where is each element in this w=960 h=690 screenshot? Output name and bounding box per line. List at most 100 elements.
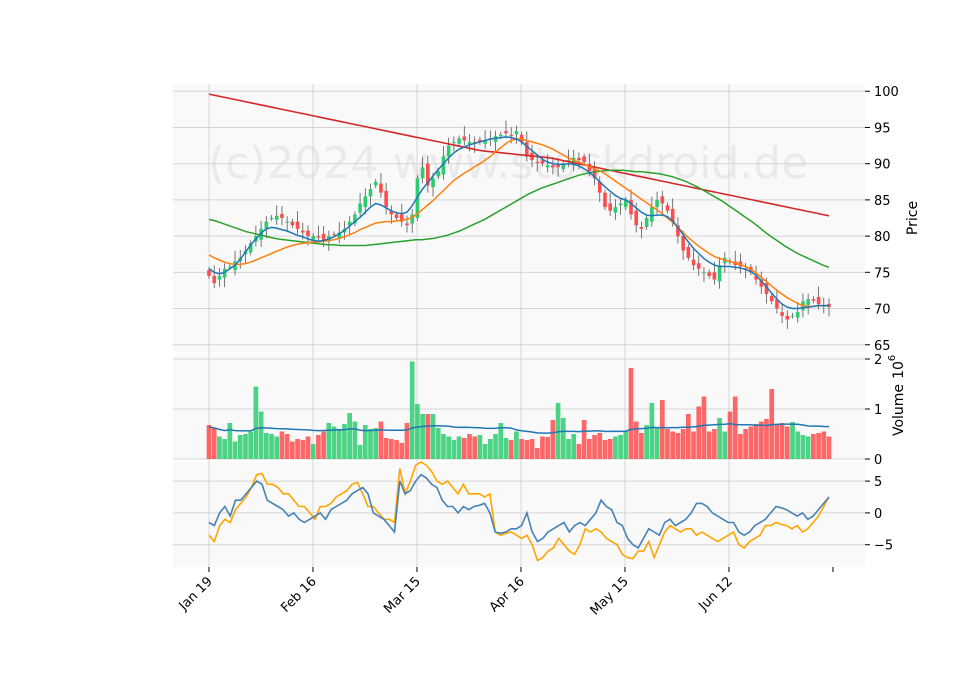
candle-body-96	[707, 272, 711, 276]
candle-body-80	[624, 199, 628, 208]
ma-mid-line	[208, 138, 829, 308]
volume-bar-21	[316, 435, 321, 459]
price-panel	[173, 84, 865, 352]
candle-body-115	[806, 299, 810, 305]
candle-body-110	[780, 312, 784, 316]
volume-bar-85	[649, 403, 655, 459]
candle-body-107	[764, 283, 769, 295]
ma-long-line	[208, 93, 830, 217]
candle-body-32	[373, 181, 378, 186]
candle-body-86	[655, 199, 659, 208]
candle-body-88	[665, 205, 670, 211]
volume-bar-17	[295, 439, 300, 459]
ma-fast-line	[208, 136, 829, 310]
volume-bar-38	[404, 423, 410, 459]
candle-body-73	[587, 164, 592, 171]
candle-body-24	[332, 234, 336, 236]
candle-body-64	[540, 160, 545, 164]
volume-bar-50	[467, 434, 472, 459]
volume-bar-69	[566, 439, 571, 459]
volume-bar-29	[357, 445, 363, 459]
candle-body-8	[248, 243, 253, 253]
volume-bar-78	[613, 436, 618, 459]
volume-bar-9	[253, 386, 259, 459]
candle-body-20	[311, 236, 316, 240]
watermark: (c)2024 www.stockdroid.de	[208, 138, 808, 189]
volume-tick-label-0: 0	[874, 453, 882, 468]
volume-bar-116	[811, 434, 816, 459]
volume-bar-5	[232, 441, 238, 459]
volume-bar-119	[826, 436, 832, 459]
volume-bar-6	[237, 435, 243, 459]
volume-bar-113	[795, 431, 801, 459]
volume-average-line	[208, 423, 830, 434]
volume-bar-60	[519, 439, 524, 459]
candle-body-116	[811, 299, 816, 301]
volume-bars	[206, 361, 832, 459]
volume-bar-92	[685, 414, 691, 459]
osc-tick-label-1: 0	[874, 507, 882, 522]
candle-body-106	[759, 279, 764, 287]
volume-bar-46	[446, 436, 452, 459]
volume-bar-49	[461, 438, 467, 459]
volume-bar-103	[743, 429, 748, 459]
volume-bar-81	[628, 368, 634, 459]
candle-body-14	[280, 214, 284, 218]
volume-bar-82	[633, 421, 639, 459]
x-tick-label-0: Jan 19	[176, 574, 216, 614]
volume-bar-75	[597, 433, 603, 459]
candle-body-45	[441, 156, 446, 175]
candle-body-18	[300, 230, 305, 233]
x-tick-label-4: May 15	[588, 574, 632, 618]
candle-body-112	[790, 315, 795, 317]
volume-bar-58	[508, 440, 514, 459]
volume-bar-26	[342, 424, 347, 459]
volume-bar-56	[498, 423, 504, 459]
volume-bar-99	[722, 431, 728, 459]
moving-average-lines	[208, 93, 830, 310]
candle-body-81	[629, 199, 633, 215]
candle-body-31	[368, 189, 373, 197]
volume-bar-111	[784, 426, 790, 459]
candle-body-78	[613, 207, 618, 213]
candle-body-87	[660, 196, 665, 204]
volume-bar-31	[368, 429, 373, 459]
volume-bar-53	[482, 444, 488, 459]
volume-bar-88	[665, 429, 670, 459]
volume-bar-118	[821, 431, 827, 459]
volume-bar-64	[540, 436, 545, 459]
volume-bar-80	[623, 431, 629, 459]
volume-scale-exponent: 6	[887, 355, 898, 361]
volume-bar-52	[477, 435, 483, 459]
price-tick-label-5: 90	[874, 158, 891, 173]
volume-bar-77	[607, 439, 613, 459]
volume-bar-65	[545, 437, 550, 459]
candle-body-85	[650, 207, 654, 222]
volume-bar-4	[227, 423, 233, 459]
volume-bar-112	[790, 422, 795, 459]
volume-bar-40	[415, 404, 420, 459]
volume-bar-1	[211, 428, 217, 459]
candle-body-59	[514, 131, 519, 135]
candle-body-117	[816, 296, 821, 305]
candle-body-15	[285, 221, 289, 223]
candle-body-44	[436, 170, 441, 177]
volume-bar-90	[675, 433, 681, 459]
volume-bar-37	[399, 443, 405, 459]
volume-bar-117	[816, 433, 821, 459]
x-tick-label-2: Mar 15	[381, 574, 424, 617]
candle-body-43	[431, 178, 435, 188]
candle-body-97	[712, 272, 717, 280]
volume-bar-13	[274, 436, 280, 459]
candle-body-67	[556, 163, 560, 168]
volume-bar-11	[263, 433, 269, 459]
candle-body-113	[795, 312, 800, 318]
candle-body-36	[394, 214, 399, 218]
candle-body-94	[696, 263, 701, 269]
volume-bar-79	[618, 435, 623, 459]
candle-body-42	[426, 163, 430, 186]
candle-body-22	[321, 233, 326, 240]
volume-bar-24	[331, 426, 337, 459]
candle-body-105	[754, 275, 758, 280]
candle-body-49	[462, 136, 467, 141]
